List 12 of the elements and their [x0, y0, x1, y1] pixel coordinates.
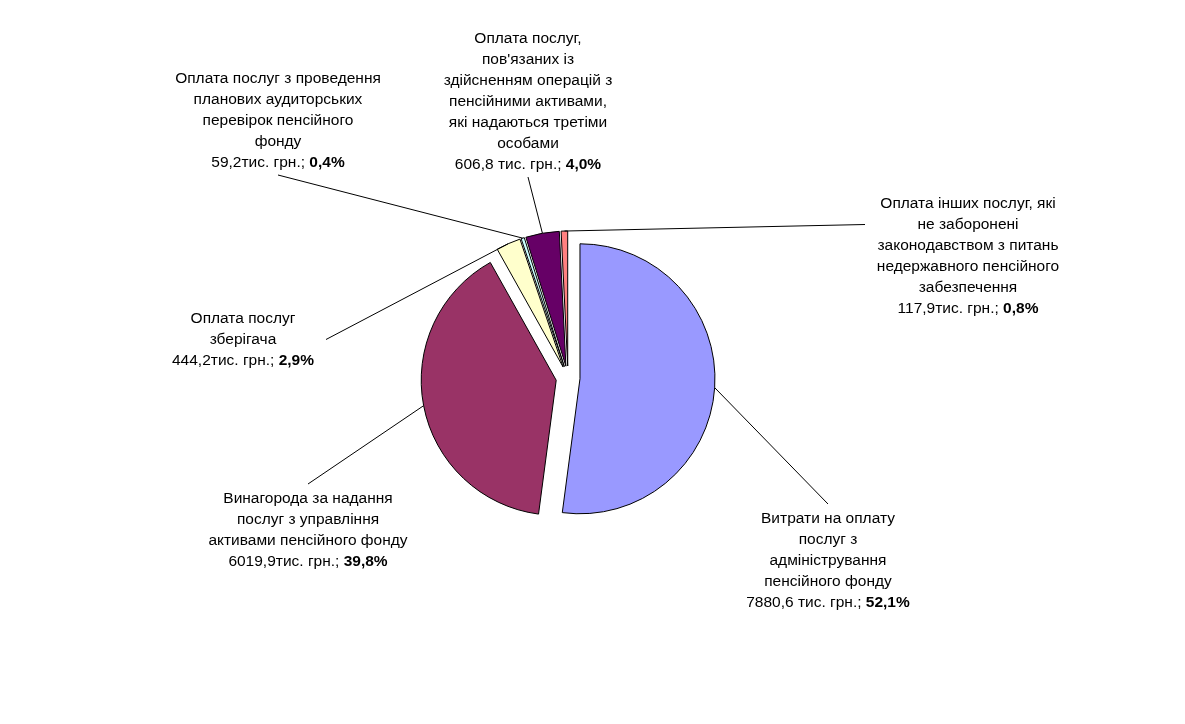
data-label: 7880,6 тис. грн.; 52,1% [746, 593, 910, 610]
data-label: 606,8 тис. грн.; 4,0% [454, 155, 602, 172]
slice-label: Оплата послуг з проведення планових аудиторських перевірок пенсійного фонду [175, 69, 381, 149]
slice-label: Оплата послуг зберігача [190, 309, 296, 347]
data-label: 117,9тис. грн.; 0,8% [897, 299, 1039, 316]
data-label: 59,2тис. грн.; 0,4% [211, 153, 345, 170]
slice-label: Оплата послуг, пов'язаних із здійсненням операцій з пенсійними активами, які надаються третіми особами [443, 29, 613, 151]
slice-label: Винагорода за надання послуг з управління активами пенсійного фонду [208, 489, 408, 548]
data-label: 6019,9тис. грн.; 39,8% [228, 552, 388, 569]
slice-label: Оплата інших послуг, які не заборонені законодавством з питань недержавного пенсійного забезпечення [876, 194, 1060, 295]
data-label: 444,2тис. грн.; 2,9% [172, 351, 315, 368]
slice-label: Витрати на оплату послуг з адміністрування пенсійного фонду [761, 509, 896, 589]
